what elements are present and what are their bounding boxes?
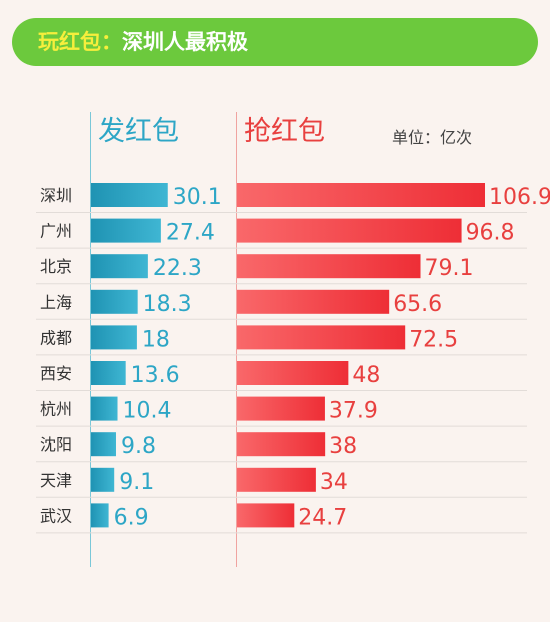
send-bar	[91, 432, 116, 457]
category-label: 广州	[40, 222, 72, 241]
send-value-label: 18	[142, 327, 170, 352]
grab-axis-line	[236, 112, 237, 567]
category-label: 武汉	[40, 506, 72, 525]
category-label: 杭州	[40, 400, 72, 419]
send-bar	[91, 218, 161, 243]
send-value-label: 13.6	[131, 363, 180, 388]
grab-value-label: 65.6	[393, 292, 442, 317]
send-value-label: 18.3	[143, 292, 192, 317]
grab-column-header: 抢红包	[244, 116, 325, 147]
grab-value-label: 48	[352, 363, 380, 388]
grab-value-label: 79.1	[425, 256, 474, 281]
title-prefix: 玩红包：	[38, 30, 122, 54]
category-label: 北京	[40, 257, 72, 276]
send-bar	[91, 325, 137, 350]
grab-bar	[237, 254, 421, 279]
send-bar	[91, 503, 109, 528]
category-label: 西安	[40, 364, 72, 383]
category-label: 上海	[40, 293, 72, 312]
grab-value-label: 72.5	[409, 327, 458, 352]
send-value-label: 30.1	[173, 185, 222, 210]
grab-bar	[237, 218, 462, 243]
grab-bar	[237, 432, 326, 457]
send-axis-line	[90, 112, 91, 567]
grab-value-label: 96.8	[466, 221, 515, 246]
chart-title: 玩红包：深圳人最积极	[38, 18, 248, 66]
grab-bar	[237, 467, 316, 492]
grab-value-label: 106.9	[489, 185, 550, 210]
grab-value-label: 24.7	[298, 505, 347, 530]
send-bar	[91, 396, 118, 421]
grab-value-label: 37.9	[329, 399, 378, 424]
send-value-label: 27.4	[166, 221, 215, 246]
grab-bar	[237, 503, 295, 528]
category-label: 成都	[40, 328, 72, 347]
grab-value-label: 34	[320, 470, 348, 495]
category-label: 沈阳	[40, 435, 72, 454]
title-main: 深圳人最积极	[122, 30, 248, 54]
send-value-label: 10.4	[123, 399, 172, 424]
category-label: 天津	[40, 471, 72, 490]
unit-label: 单位：亿次	[392, 128, 473, 147]
grab-bar	[237, 289, 390, 314]
send-bar	[91, 467, 115, 492]
send-bar	[91, 289, 138, 314]
title-bar: 玩红包：深圳人最积极	[12, 18, 538, 66]
send-value-label: 9.1	[119, 470, 154, 495]
send-value-label: 22.3	[153, 256, 202, 281]
grab-value-label: 38	[329, 434, 357, 459]
grab-bar	[237, 396, 325, 421]
category-label: 深圳	[40, 186, 72, 205]
send-value-label: 6.9	[114, 505, 149, 530]
send-bar	[91, 361, 126, 385]
send-column-header: 发红包	[98, 116, 179, 147]
grab-bar	[237, 183, 486, 207]
send-bar	[91, 254, 148, 279]
send-bar	[91, 183, 168, 207]
grab-bar	[237, 325, 406, 350]
grab-bar	[237, 361, 349, 385]
send-value-label: 9.8	[121, 434, 156, 459]
